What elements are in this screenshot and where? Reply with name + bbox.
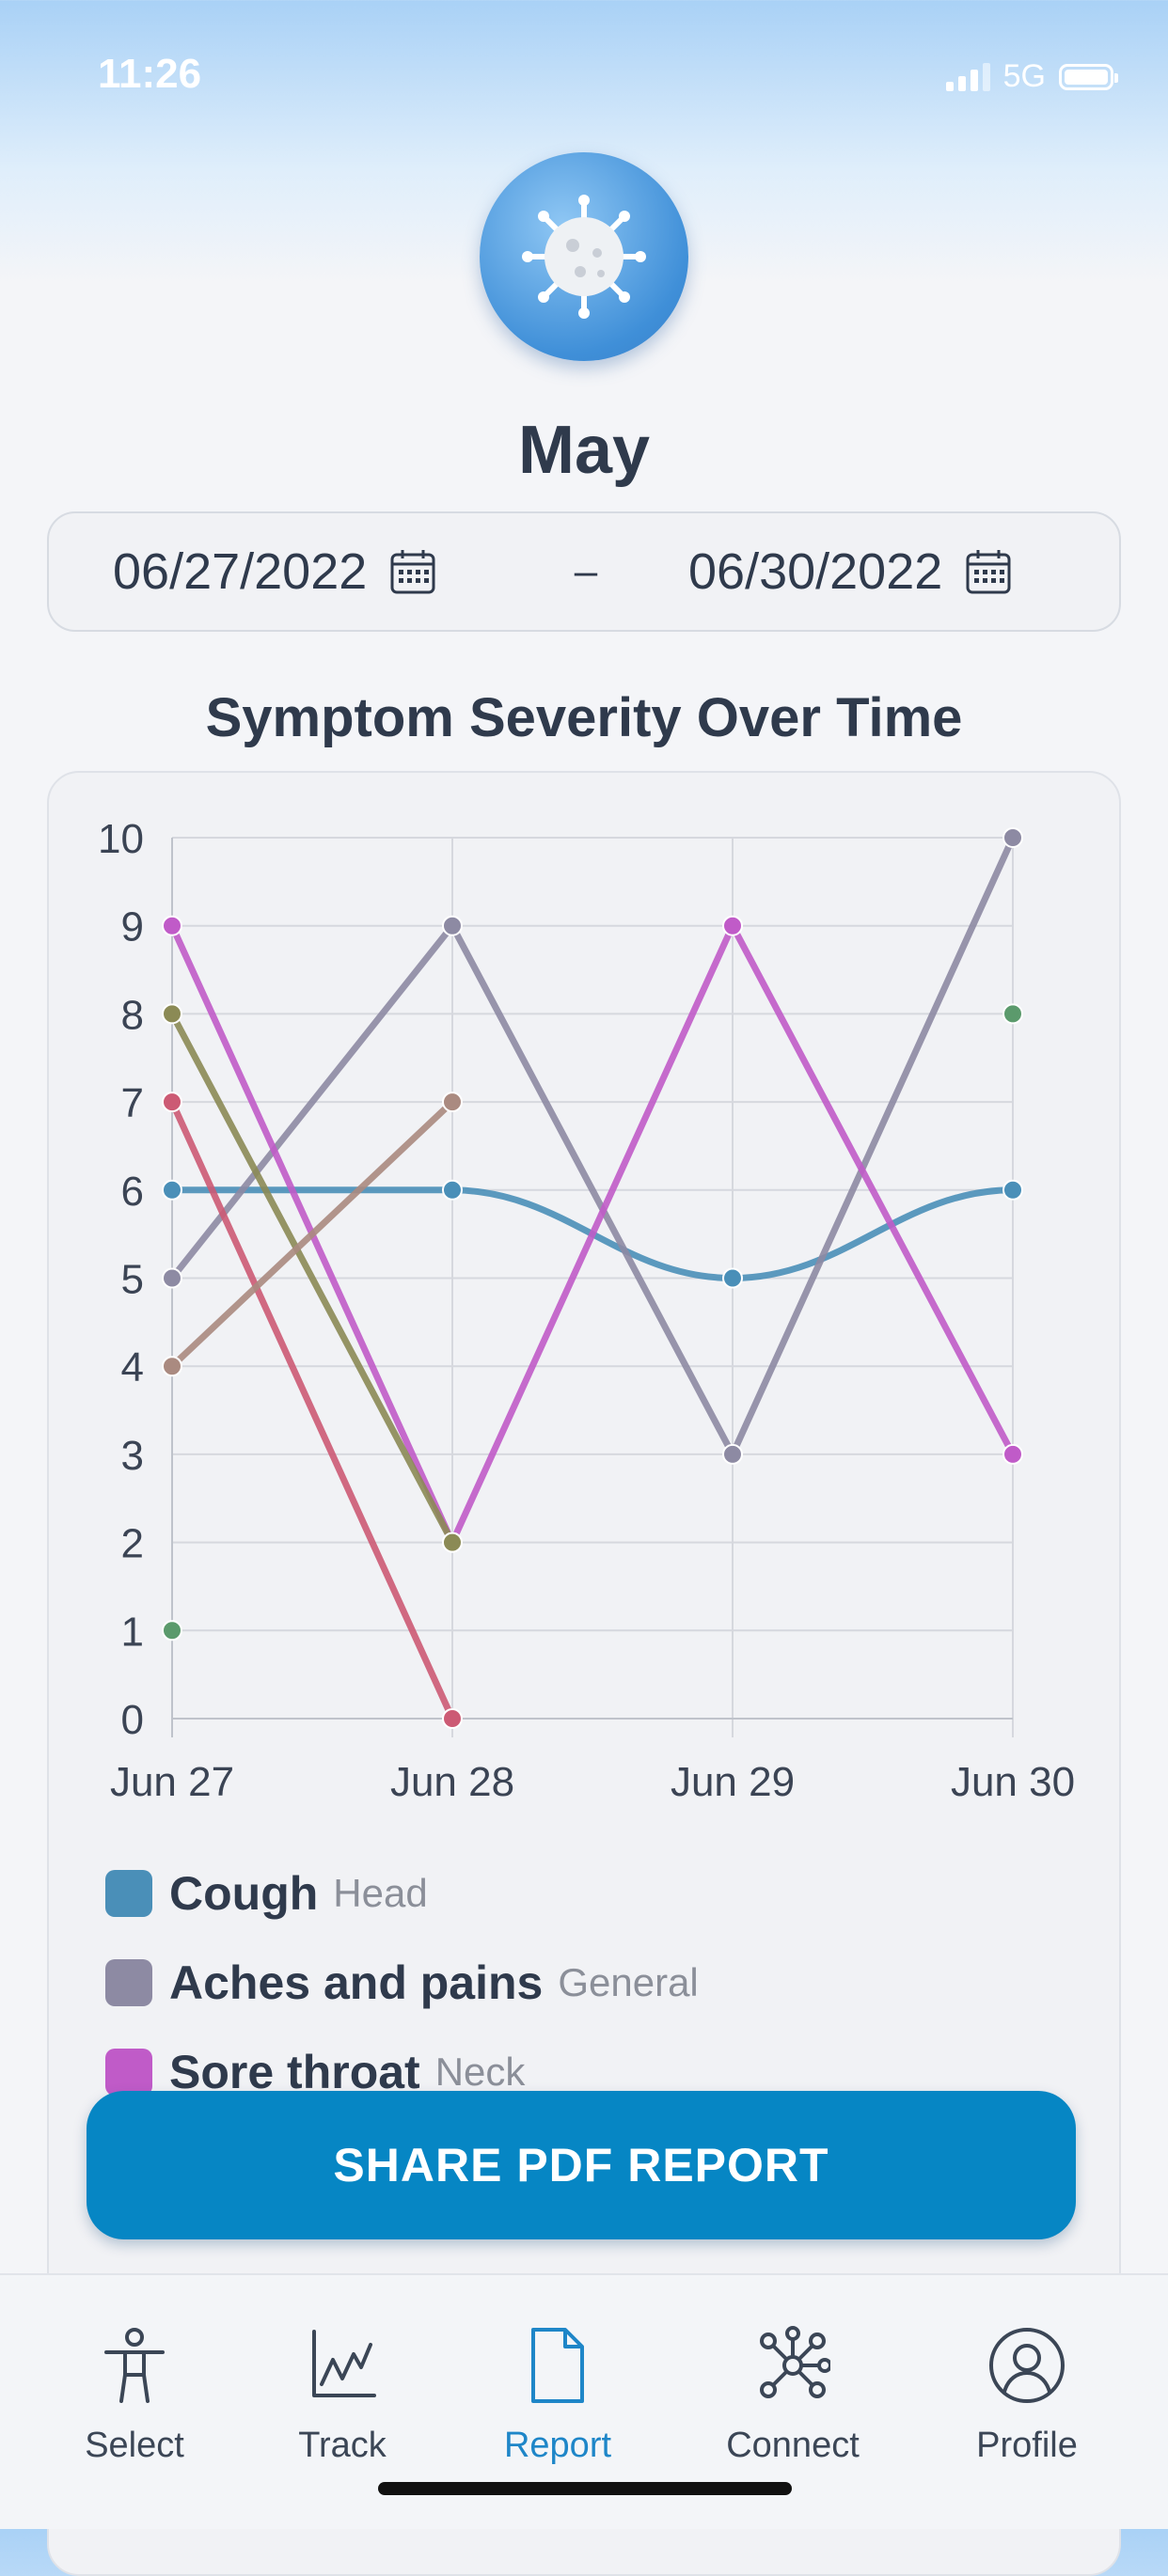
- legend-category: Neck: [434, 2049, 526, 2094]
- legend-category: General: [558, 1959, 699, 2004]
- home-indicator: [378, 2482, 792, 2495]
- person-icon: [104, 2328, 165, 2403]
- symptom-severity-chart: 0 1 2 3 4 5 6 7 8 9 10 Jun 27 Jun 28 Jun 29 Jun 30: [98, 816, 1075, 1805]
- y-tick-label: 7: [121, 1080, 144, 1126]
- data-point: [162, 1356, 182, 1377]
- calendar-icon: [390, 550, 435, 594]
- tab-label: Connect: [726, 2426, 860, 2465]
- end-date-field[interactable]: 06/30/2022: [688, 542, 1012, 602]
- y-tick-label: 10: [98, 816, 144, 862]
- data-point: [162, 1620, 182, 1641]
- profile-icon: [989, 2328, 1065, 2403]
- tab-track[interactable]: Track: [239, 2326, 446, 2467]
- tab-profile[interactable]: Profile: [923, 2326, 1130, 2467]
- legend-swatch: [105, 1869, 152, 1917]
- status-bar: 11:26 5G: [0, 0, 1168, 150]
- data-point: [1002, 827, 1023, 848]
- date-separator: –: [574, 548, 598, 594]
- status-indicators: 5G: [945, 58, 1118, 95]
- tab-label: Report: [503, 2426, 612, 2465]
- data-point: [442, 1179, 463, 1201]
- legend-item: Sore throat Neck: [105, 2027, 1083, 2116]
- start-date-field[interactable]: 06/27/2022: [113, 542, 436, 602]
- series-line: [168, 1186, 1017, 1282]
- tab-report[interactable]: Report: [454, 2326, 661, 2467]
- y-tick-label: 4: [121, 1344, 144, 1390]
- end-date-value: 06/30/2022: [688, 543, 943, 600]
- share-pdf-report-button[interactable]: SHARE PDF REPORT: [87, 2091, 1076, 2239]
- data-point: [1002, 1003, 1023, 1025]
- page-title: May: [517, 413, 651, 488]
- tab-label: Select: [85, 2426, 184, 2465]
- legend-item: Cough Head: [105, 1848, 1083, 1938]
- y-tick-label: 5: [121, 1257, 144, 1303]
- tab-select[interactable]: Select: [31, 2326, 238, 2467]
- x-tick-label: Jun 29: [671, 1759, 795, 1805]
- y-tick-label: 6: [121, 1169, 144, 1215]
- data-point: [442, 1708, 463, 1729]
- series-line: [168, 1098, 456, 1370]
- series-line: [168, 834, 1017, 1462]
- x-tick-label: Jun 28: [390, 1759, 514, 1805]
- network-icon: [760, 2326, 830, 2398]
- legend-swatch: [105, 2048, 152, 2096]
- data-point: [162, 1003, 182, 1025]
- data-point: [722, 1267, 743, 1289]
- data-point: [442, 1092, 463, 1113]
- legend-item: Aches and pains General: [105, 1938, 1083, 2027]
- chart-title: Symptom Severity Over Time: [205, 687, 963, 748]
- legend-name: Aches and pains: [169, 1956, 544, 2009]
- data-point: [1002, 1179, 1023, 1201]
- legend-swatch: [105, 1958, 152, 2006]
- legend-category: Head: [333, 1870, 428, 1915]
- y-tick-label: 0: [121, 1697, 144, 1743]
- data-point: [162, 915, 182, 936]
- data-point: [1002, 1443, 1023, 1465]
- status-time: 11:26: [98, 51, 202, 97]
- tab-connect[interactable]: Connect: [689, 2326, 896, 2467]
- series-line: [168, 1010, 456, 1547]
- battery-icon: [1059, 63, 1118, 90]
- y-tick-label: 3: [121, 1433, 144, 1479]
- y-tick-label: 1: [121, 1609, 144, 1655]
- legend-name: Cough: [169, 1866, 319, 1920]
- y-tick-label: 8: [121, 992, 144, 1038]
- y-tick-label: 9: [121, 904, 144, 950]
- line-chart-icon: [312, 2330, 376, 2397]
- x-tick-label: Jun 27: [110, 1759, 234, 1805]
- series-line: [168, 918, 1017, 1551]
- legend-name: Sore throat: [169, 2045, 420, 2098]
- document-icon: [531, 2328, 584, 2403]
- data-point: [162, 1179, 182, 1201]
- virus-logo-icon: [480, 152, 688, 361]
- calendar-icon: [966, 550, 1011, 594]
- data-point: [722, 1443, 743, 1465]
- network-type: 5G: [1002, 58, 1046, 94]
- data-point: [442, 915, 463, 936]
- start-date-value: 06/27/2022: [113, 543, 368, 600]
- date-range-selector: 06/27/2022 – 06/30/2022: [47, 511, 1121, 632]
- data-point: [722, 915, 743, 936]
- y-tick-label: 2: [121, 1521, 144, 1567]
- x-tick-label: Jun 30: [951, 1759, 1075, 1805]
- data-point: [442, 1531, 463, 1553]
- series-line: [168, 1098, 456, 1722]
- data-point: [162, 1267, 182, 1289]
- tab-label: Track: [298, 2426, 387, 2465]
- tab-label: Profile: [976, 2426, 1078, 2465]
- data-point: [162, 1092, 182, 1113]
- signal-icon: [945, 62, 990, 91]
